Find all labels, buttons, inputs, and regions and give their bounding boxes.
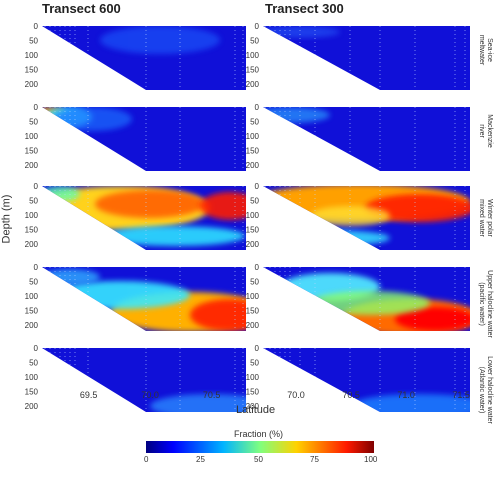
depth-tick-r-3-4: 200 — [246, 321, 260, 330]
lat-tick-600-2: 70.5 — [203, 390, 221, 400]
depth-tick-4-3: 150 — [25, 388, 39, 397]
fraction-field-2-1-3 — [270, 230, 390, 246]
depth-tick-r-2-3: 150 — [246, 226, 260, 235]
depth-tick-r-2-2: 100 — [246, 211, 260, 220]
y-axis-label: Depth (m) — [0, 194, 13, 244]
depth-tick-1-2: 100 — [25, 132, 39, 141]
depth-tick-r-1-3: 150 — [246, 147, 260, 156]
depth-tick-r-2-1: 50 — [250, 197, 259, 206]
depth-tick-1-0: 0 — [34, 103, 39, 112]
depth-tick-4-1: 50 — [29, 359, 38, 368]
depth-tick-r-4-4: 200 — [246, 402, 260, 411]
lat-tick-300-2: 71.0 — [397, 390, 415, 400]
depth-tick-0-4: 200 — [25, 80, 39, 89]
depth-tick-r-1-4: 200 — [246, 161, 260, 170]
depth-tick-r-4-0: 0 — [255, 344, 260, 353]
colorbar-tick-25: 25 — [196, 455, 205, 464]
depth-tick-4-4: 200 — [25, 402, 39, 411]
depth-tick-r-4-2: 100 — [246, 373, 260, 382]
depth-tick-2-0: 0 — [34, 182, 39, 191]
fraction-field-0-1-0 — [263, 26, 340, 38]
fraction-field-2-0-2 — [200, 192, 246, 220]
depth-tick-3-2: 100 — [25, 292, 39, 301]
depth-tick-r-3-2: 100 — [246, 292, 260, 301]
row-label-sea-ice: Sea-ice meltwater — [478, 34, 493, 66]
depth-tick-2-2: 100 — [25, 211, 39, 220]
fraction-field-0-0-0 — [100, 26, 220, 54]
depth-tick-r-0-2: 100 — [246, 51, 260, 60]
depth-tick-3-4: 200 — [25, 321, 39, 330]
depth-tick-4-2: 100 — [25, 373, 39, 382]
fraction-field-2-1-2 — [310, 206, 390, 226]
lat-tick-300-1: 70.5 — [342, 390, 360, 400]
colorbar-tick-50: 50 — [254, 455, 263, 464]
fraction-field-2-1-1 — [365, 194, 470, 222]
transect-300-title: Transect 300 — [265, 1, 344, 16]
depth-tick-r-4-1: 50 — [250, 359, 259, 368]
depth-tick-3-0: 0 — [34, 263, 39, 272]
depth-tick-r-0-3: 150 — [246, 66, 260, 75]
depth-tick-2-3: 150 — [25, 226, 39, 235]
colorbar-title: Fraction (%) — [234, 429, 284, 439]
depth-tick-r-2-4: 200 — [246, 240, 260, 249]
colorbar-tick-100: 100 — [364, 455, 378, 464]
depth-tick-1-1: 50 — [29, 118, 38, 127]
depth-tick-r-2-0: 0 — [255, 182, 260, 191]
depth-tick-0-0: 0 — [34, 22, 39, 31]
depth-tick-2-4: 200 — [25, 240, 39, 249]
fraction-field-2-0-4 — [105, 226, 245, 246]
depth-tick-0-1: 50 — [29, 37, 38, 46]
depth-tick-r-3-1: 50 — [250, 278, 259, 287]
row-label-mackenzie: Mackenzie river — [478, 114, 493, 148]
colorbar — [146, 441, 374, 453]
depth-tick-r-1-2: 100 — [246, 132, 260, 141]
depth-tick-0-3: 150 — [25, 66, 39, 75]
depth-tick-r-4-3: 150 — [246, 388, 260, 397]
depth-tick-r-0-4: 200 — [246, 80, 260, 89]
lat-tick-600-0: 69.5 — [80, 390, 98, 400]
lat-tick-600-1: 70.0 — [141, 390, 159, 400]
depth-tick-1-4: 200 — [25, 161, 39, 170]
depth-tick-r-0-0: 0 — [255, 22, 260, 31]
fraction-field-3-1-1 — [395, 307, 470, 331]
row-label-upper-halocline: Upper halocline water (pacific water) — [478, 270, 493, 338]
depth-tick-r-1-1: 50 — [250, 118, 259, 127]
fraction-field-3-0-2 — [50, 281, 190, 309]
depth-tick-3-3: 150 — [25, 307, 39, 316]
fraction-field-3-0-1 — [190, 299, 246, 331]
depth-tick-2-1: 50 — [29, 197, 38, 206]
depth-tick-4-0: 0 — [34, 344, 39, 353]
colorbar-tick-0: 0 — [144, 455, 149, 464]
lat-tick-300-0: 70.0 — [287, 390, 305, 400]
row-label-winter-polar: Winter polar mixed water — [478, 199, 493, 237]
row-label-lower-halocline: Lower halocline water (Atlantic water) — [478, 356, 493, 424]
depth-tick-0-2: 100 — [25, 51, 39, 60]
depth-tick-r-3-3: 150 — [246, 307, 260, 316]
fraction-field-1-0-2 — [52, 107, 132, 131]
depth-tick-r-3-0: 0 — [255, 263, 260, 272]
fraction-field-3-1-3 — [310, 291, 430, 315]
lat-tick-300-3: 71.5 — [452, 390, 470, 400]
fraction-field-2-0-1 — [95, 190, 205, 218]
depth-tick-1-3: 150 — [25, 147, 39, 156]
depth-tick-r-0-1: 50 — [250, 37, 259, 46]
depth-tick-3-1: 50 — [29, 278, 38, 287]
x-axis-label: Latitude — [236, 404, 276, 416]
depth-tick-r-1-0: 0 — [255, 103, 260, 112]
transect-600-title: Transect 600 — [42, 1, 121, 16]
colorbar-tick-75: 75 — [310, 455, 319, 464]
